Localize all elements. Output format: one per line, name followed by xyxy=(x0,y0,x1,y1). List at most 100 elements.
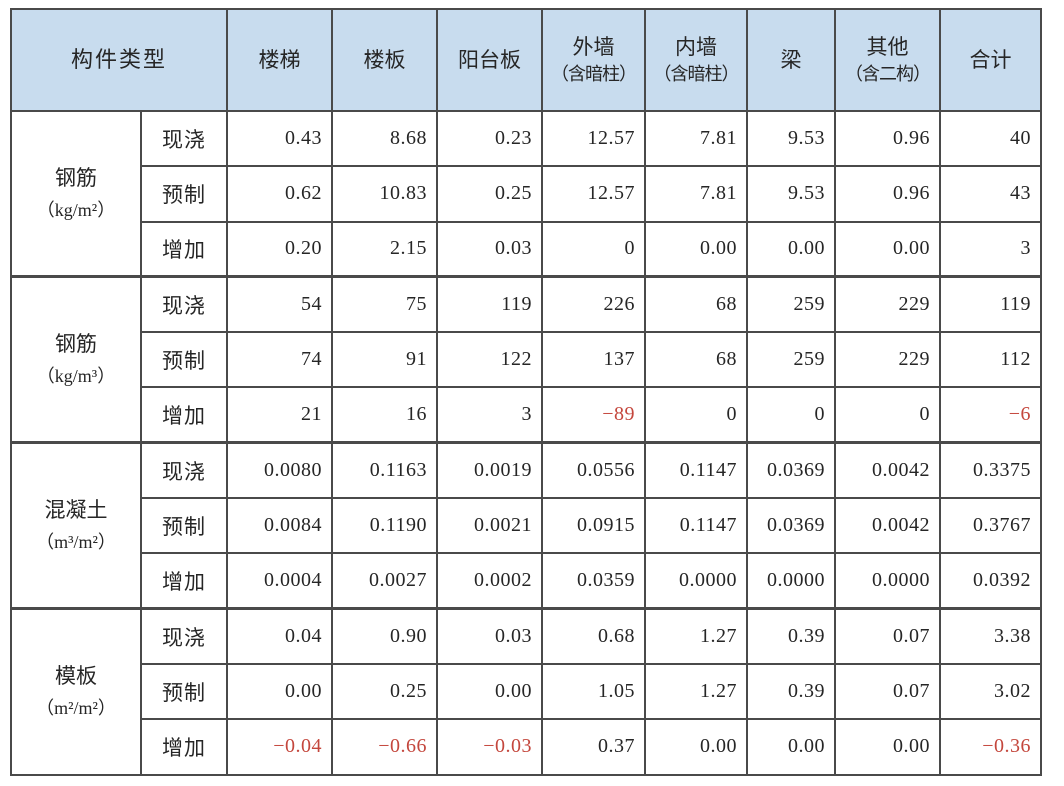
value-cell: 12.57 xyxy=(541,109,647,168)
value-cell: 8.68 xyxy=(331,109,439,168)
value-cell: 74 xyxy=(226,331,334,389)
value-cell: 0.0369 xyxy=(746,497,837,555)
table-header: 构件类型 楼梯 楼板 阳台板 外墙 （含暗柱） 内墙 （含暗柱） 梁 其他 （含二构） 合计 xyxy=(9,8,1043,112)
value-cell: 0.04 xyxy=(226,607,334,665)
value-cell: 122 xyxy=(436,331,544,389)
value-cell: 0.1163 xyxy=(331,441,439,500)
value-cell: 0.0392 xyxy=(939,552,1043,610)
category-unit: （m³/m²） xyxy=(36,532,116,553)
value-cell: 0.03 xyxy=(436,220,544,278)
value-cell: 91 xyxy=(331,331,439,389)
header-row: 构件类型 楼梯 楼板 阳台板 外墙 （含暗柱） 内墙 （含暗柱） 梁 其他 （含二构） 合计 xyxy=(9,8,1043,112)
value-cell: 0.0084 xyxy=(226,497,334,555)
row-type-label: 现浇 xyxy=(139,109,229,168)
value-cell: 1.27 xyxy=(644,607,749,665)
value-cell: 0 xyxy=(541,220,647,278)
value-cell: 0.68 xyxy=(541,607,647,665)
column-header-1: 楼梯 xyxy=(226,8,334,112)
value-cell: 0.20 xyxy=(226,220,334,278)
row-type-label: 预制 xyxy=(139,662,229,721)
column-title: 阳台板 xyxy=(458,47,522,72)
value-cell: 10.83 xyxy=(331,165,439,223)
value-cell: 3.02 xyxy=(939,662,1043,721)
value-cell: 21 xyxy=(226,386,334,444)
column-header-5: 内墙 （含暗柱） xyxy=(644,8,749,112)
row-type-label: 增加 xyxy=(139,718,229,776)
column-title: 外墙 xyxy=(572,35,615,60)
value-cell: 0.00 xyxy=(644,718,749,776)
value-cell: 137 xyxy=(541,331,647,389)
value-cell: 0.07 xyxy=(834,607,942,665)
table-body: 钢筋 （kg/m²） 现浇 0.43 8.68 0.23 12.57 7.81 9.53 0.96… xyxy=(10,109,1043,776)
value-cell: 0.39 xyxy=(746,662,837,721)
value-cell: −6 xyxy=(939,386,1043,444)
value-cell: 0.96 xyxy=(834,165,942,223)
table-row: 混凝土 （m³/m²） 现浇 0.0080 0.1163 0.0019 0.0556 0.11… xyxy=(10,441,1043,610)
category-label: 混凝土 （m³/m²） xyxy=(10,441,142,610)
column-title: 梁 xyxy=(780,47,802,72)
value-cell: 0.00 xyxy=(746,220,837,278)
row-type-label: 现浇 xyxy=(139,275,229,334)
value-cell: 0.25 xyxy=(331,662,439,721)
value-cell: 0.0369 xyxy=(746,441,837,500)
category-unit: （kg/m²） xyxy=(36,200,116,221)
value-cell: 0.00 xyxy=(436,662,544,721)
value-cell: 229 xyxy=(834,331,942,389)
table-row: 预制 74 91 122 137 68 259 229 112 xyxy=(11,331,1043,389)
value-cell: 0.0359 xyxy=(541,552,647,610)
value-cell: 0.25 xyxy=(436,165,544,223)
value-cell: 40 xyxy=(939,109,1043,168)
value-cell: 0.39 xyxy=(746,607,837,665)
table-row: 增加 21 16 3 −89 0 0 0 −6 xyxy=(11,386,1043,444)
value-cell: 3.38 xyxy=(939,607,1043,665)
value-cell: 0 xyxy=(746,386,837,444)
value-cell: 119 xyxy=(939,275,1043,334)
row-type-label: 现浇 xyxy=(139,441,229,500)
value-cell: 0.0000 xyxy=(746,552,837,610)
value-cell: 7.81 xyxy=(644,109,749,168)
value-cell: 0.1190 xyxy=(331,497,439,555)
value-cell: 9.53 xyxy=(746,165,837,223)
row-type-label: 预制 xyxy=(139,165,229,223)
value-cell: −0.36 xyxy=(939,718,1043,776)
value-cell: −0.04 xyxy=(226,718,334,776)
column-subtitle: （含暗柱） xyxy=(551,64,637,85)
column-title: 其他 xyxy=(866,35,909,60)
value-cell: 0.90 xyxy=(331,607,439,665)
value-cell: 43 xyxy=(939,165,1043,223)
value-cell: 12.57 xyxy=(541,165,647,223)
row-type-label: 增加 xyxy=(139,386,229,444)
value-cell: 0.0556 xyxy=(541,441,647,500)
value-cell: 229 xyxy=(834,275,942,334)
row-type-label: 预制 xyxy=(139,331,229,389)
row-type-label: 增加 xyxy=(139,220,229,278)
value-cell: 0.0080 xyxy=(226,441,334,500)
category-name: 混凝土 xyxy=(44,497,108,522)
value-cell: 0.96 xyxy=(834,109,942,168)
value-cell: 0.00 xyxy=(226,662,334,721)
value-cell: 0 xyxy=(644,386,749,444)
value-cell: 0.00 xyxy=(834,220,942,278)
value-cell: 0.3767 xyxy=(939,497,1043,555)
category-name: 钢筋 xyxy=(55,165,97,190)
value-cell: 226 xyxy=(541,275,647,334)
value-cell: 1.05 xyxy=(541,662,647,721)
row-type-label: 预制 xyxy=(139,497,229,555)
column-header-7: 其他 （含二构） xyxy=(834,8,942,112)
value-cell: 0.62 xyxy=(226,165,334,223)
table-row: 增加 0.20 2.15 0.03 0 0.00 0.00 0.00 3 xyxy=(11,220,1043,278)
value-cell: 68 xyxy=(644,331,749,389)
value-cell: 0 xyxy=(834,386,942,444)
column-subtitle: （含暗柱） xyxy=(653,64,740,85)
category-unit: （kg/m³） xyxy=(36,366,116,387)
column-header-8: 合计 xyxy=(939,8,1043,112)
value-cell: 1.27 xyxy=(644,662,749,721)
value-cell: 75 xyxy=(331,275,439,334)
value-cell: 2.15 xyxy=(331,220,439,278)
table-row: 增加 0.0004 0.0027 0.0002 0.0359 0.0000 0.0000 0.… xyxy=(11,552,1043,610)
table-row: 模板 （m²/m²） 现浇 0.04 0.90 0.03 0.68 1.27 0.39 0.07 3… xyxy=(10,607,1043,776)
value-cell: 0.07 xyxy=(834,662,942,721)
value-cell: 3 xyxy=(939,220,1043,278)
value-cell: 54 xyxy=(226,275,334,334)
